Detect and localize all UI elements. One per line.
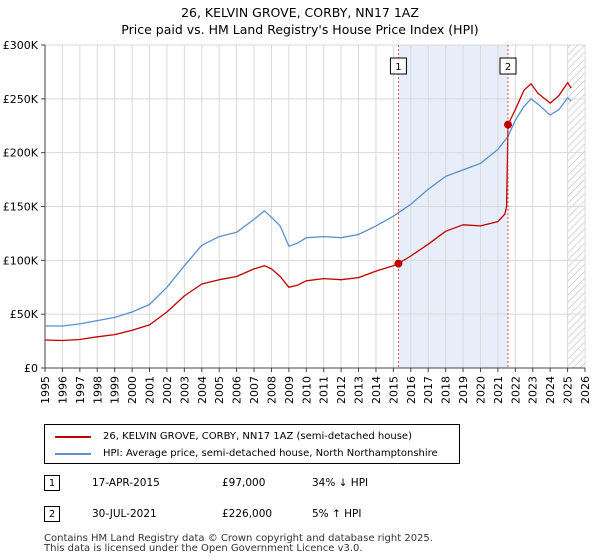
- legend-swatch-hpi: [55, 452, 91, 455]
- x-tick-label: 2026: [579, 376, 592, 404]
- x-tick-label: 2023: [527, 376, 540, 404]
- price-paid-line: [44, 82, 572, 342]
- x-tick-label: 2022: [509, 376, 522, 404]
- y-tick-label: £150K: [3, 201, 39, 214]
- x-tick-label: 2011: [318, 376, 331, 404]
- sale-marker: [504, 120, 513, 129]
- sale-marker: [394, 259, 403, 268]
- y-tick-label: £100K: [3, 254, 39, 267]
- legend-label-hpi: HPI: Average price, semi-detached house,…: [103, 448, 438, 459]
- x-tick-label: 1999: [109, 376, 122, 404]
- legend-item-hpi: HPI: Average price, semi-detached house,…: [55, 448, 438, 459]
- y-tick-label: £0: [24, 362, 38, 375]
- x-tick-label: 2019: [457, 376, 470, 404]
- x-tick-label: 2005: [213, 376, 226, 404]
- transaction-badge: 2: [44, 506, 60, 522]
- transaction-hpi-diff: 5% ↑ HPI: [312, 508, 362, 520]
- footer-licence: This data is licensed under the Open Gov…: [44, 543, 363, 554]
- x-tick-label: 1996: [56, 376, 69, 404]
- x-tick-label: 2000: [126, 376, 139, 404]
- x-tick-label: 1998: [91, 376, 104, 404]
- x-tick-label: 2024: [544, 376, 557, 404]
- transaction-row: 1 17-APR-2015 £97,000 34% ↓ HPI: [44, 475, 464, 493]
- x-tick-label: 2001: [144, 376, 157, 404]
- x-tick-label: 2021: [492, 376, 505, 404]
- x-tick-label: 2017: [422, 376, 435, 404]
- x-tick-label: 2013: [353, 376, 366, 404]
- x-tick-label: 2015: [387, 376, 400, 404]
- transaction-price: £226,000: [222, 508, 273, 520]
- x-tick-label: 2003: [178, 376, 191, 404]
- x-tick-label: 2018: [440, 376, 453, 404]
- x-tick-label: 1995: [39, 376, 52, 404]
- x-tick-label: 2010: [300, 376, 313, 404]
- x-tick-label: 2008: [265, 376, 278, 404]
- chart-legend: 26, KELVIN GROVE, CORBY, NN17 1AZ (semi-…: [44, 424, 460, 464]
- x-tick-label: 2002: [161, 376, 174, 404]
- transaction-row: 2 30-JUL-2021 £226,000 5% ↑ HPI: [44, 506, 464, 524]
- transaction-badge: 1: [44, 475, 60, 491]
- hpi-line: [45, 97, 572, 327]
- x-tick-label: 2014: [370, 376, 383, 404]
- x-tick-label: 2025: [562, 376, 575, 404]
- transaction-date: 30-JUL-2021: [92, 508, 157, 520]
- transaction-price: £97,000: [222, 477, 266, 489]
- x-tick-label: 2012: [335, 376, 348, 404]
- annotation-badge: [499, 57, 517, 75]
- x-tick-label: 2016: [405, 376, 418, 404]
- x-tick-label: 2004: [196, 376, 209, 404]
- x-tick-label: 2020: [474, 376, 487, 404]
- y-tick-label: £200K: [3, 147, 39, 160]
- annotation-label: 1: [395, 62, 401, 73]
- footer-copyright: Contains HM Land Registry data © Crown c…: [44, 533, 433, 544]
- transaction-hpi-diff: 34% ↓ HPI: [312, 477, 369, 489]
- legend-item-price: 26, KELVIN GROVE, CORBY, NN17 1AZ (semi-…: [55, 431, 412, 442]
- y-tick-label: £250K: [3, 93, 39, 106]
- transaction-date: 17-APR-2015: [92, 477, 160, 489]
- chart-title-address: 26, KELVIN GROVE, CORBY, NN17 1AZ: [181, 5, 419, 20]
- y-tick-label: £300K: [3, 39, 39, 52]
- annotation-badge: [389, 57, 407, 75]
- x-tick-label: 2007: [248, 376, 261, 404]
- x-tick-label: 2006: [231, 376, 244, 404]
- price-chart: £0 £50K £100K £150K £200K £250K £300K 1995 1996 1…: [3, 39, 592, 404]
- legend-swatch-price: [55, 435, 91, 438]
- chart-title-subtitle: Price paid vs. HM Land Registry's House …: [121, 22, 479, 37]
- x-tick-label: 1997: [74, 376, 87, 404]
- x-tick-label: 2009: [283, 376, 296, 404]
- legend-label-price: 26, KELVIN GROVE, CORBY, NN17 1AZ (semi-…: [103, 431, 412, 442]
- y-tick-label: £50K: [10, 308, 39, 321]
- annotation-label: 2: [505, 62, 511, 73]
